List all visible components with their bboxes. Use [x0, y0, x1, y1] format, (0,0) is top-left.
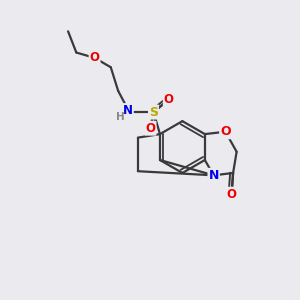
Text: O: O — [226, 188, 237, 201]
Text: S: S — [149, 106, 158, 118]
Text: N: N — [123, 104, 133, 117]
Text: O: O — [146, 122, 155, 135]
Text: N: N — [208, 169, 219, 182]
Text: O: O — [90, 51, 100, 64]
Text: O: O — [164, 93, 174, 106]
Text: O: O — [220, 125, 231, 138]
Text: H: H — [116, 112, 124, 122]
